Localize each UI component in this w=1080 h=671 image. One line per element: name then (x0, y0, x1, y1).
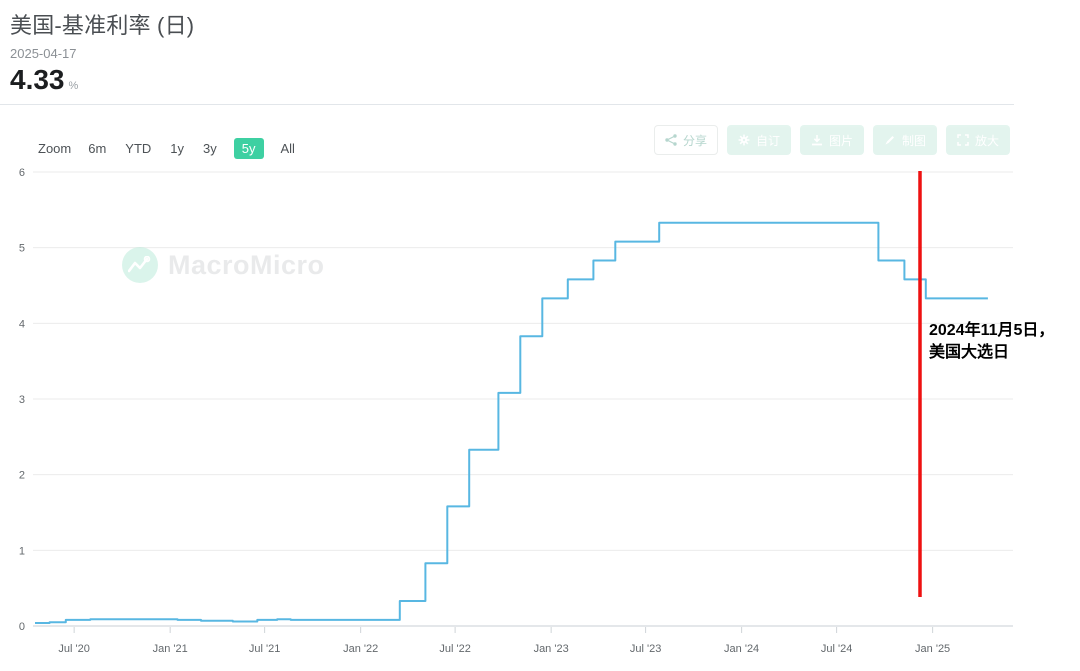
y-tick-label: 5 (19, 243, 25, 255)
action-button-share[interactable]: 分享 (653, 125, 718, 155)
page-title: 美国-基准利率 (日) (10, 13, 195, 38)
chart-header: 美国-基准利率 (日) 2025-04-17 4.33 % (10, 8, 194, 96)
action-button-label: 分享 (682, 133, 707, 148)
y-tick-label: 2 (19, 470, 25, 482)
range-button-3y[interactable]: 3y (203, 141, 217, 156)
latest-value: 4.33 (10, 64, 65, 95)
action-button-label: 图片 (828, 133, 853, 148)
range-button-5y[interactable]: 5y (233, 138, 264, 159)
pencil-icon (884, 134, 896, 146)
y-tick-label: 6 (19, 167, 25, 179)
x-tick-label: Jan '23 (534, 643, 569, 655)
range-button-all[interactable]: All (280, 141, 295, 156)
value-unit: % (68, 80, 79, 92)
range-button-ytd[interactable]: YTD (125, 141, 152, 156)
action-button-label: 制图 (901, 133, 926, 148)
range-button-1y[interactable]: 1y (170, 141, 185, 156)
y-tick-label: 0 (19, 621, 25, 633)
x-tick-label: Jul '22 (439, 643, 470, 655)
action-button-gear[interactable]: 自订 (727, 125, 791, 155)
action-button-expand[interactable]: 放大 (946, 125, 1010, 155)
y-tick-label: 4 (19, 318, 25, 330)
annotation-line1: 2024年11月5日， (929, 322, 1055, 339)
action-button-download[interactable]: 图片 (800, 125, 864, 155)
annotation-line2: 美国大选日 (929, 344, 1010, 361)
range-button-6m[interactable]: 6m (88, 141, 107, 156)
zoom-label: Zoom (38, 141, 72, 156)
expand-icon (957, 134, 969, 146)
action-button-label: 放大 (974, 133, 999, 148)
x-tick-label: Jan '21 (153, 643, 188, 655)
header-divider (0, 104, 1014, 105)
download-icon (811, 134, 823, 146)
range-selector: Zoom 6m YTD 1y 3y 5y All (38, 138, 297, 159)
election-annotation: 2024年11月5日， 美国大选日 (929, 320, 1054, 364)
action-button-label: 自订 (755, 133, 780, 148)
share-icon (665, 134, 677, 146)
x-tick-label: Jul '21 (249, 643, 280, 655)
x-tick-label: Jul '20 (58, 643, 89, 655)
gear-icon (738, 134, 750, 146)
action-buttons: 分享 自订 图片 制图 放大 (653, 125, 1010, 155)
y-tick-label: 3 (19, 394, 25, 406)
action-button-pencil[interactable]: 制图 (873, 125, 937, 155)
rate-series-line[interactable] (35, 221, 988, 624)
x-tick-label: Jul '23 (630, 643, 661, 655)
x-tick-label: Jan '24 (724, 643, 759, 655)
x-tick-label: Jan '22 (343, 643, 378, 655)
y-tick-label: 1 (19, 545, 25, 557)
x-tick-label: Jan '25 (915, 643, 950, 655)
latest-date: 2025-04-17 (10, 46, 77, 61)
x-tick-label: Jul '24 (821, 643, 852, 655)
